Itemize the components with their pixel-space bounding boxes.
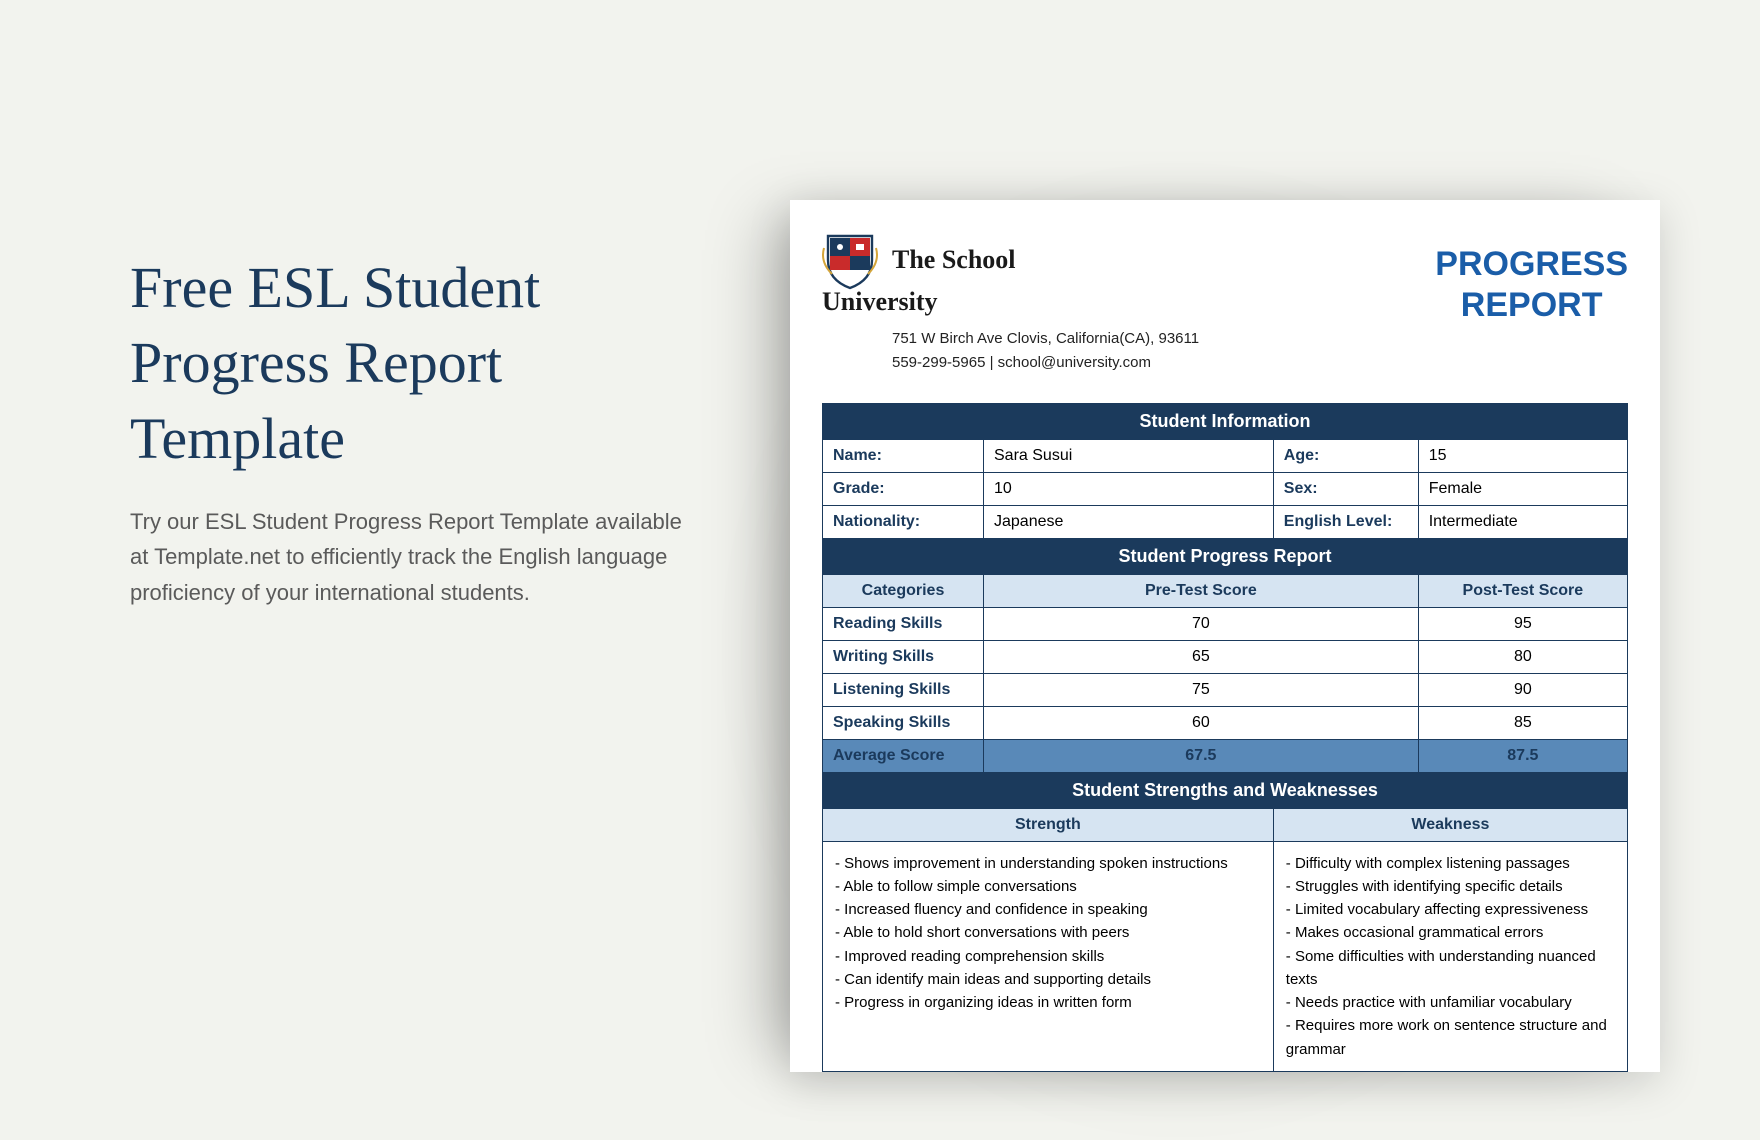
report-title: PROGRESS REPORT [1435,230,1628,326]
post-average: 87.5 [1418,739,1627,772]
english-level-label: English Level: [1273,505,1418,538]
section-strengths-weaknesses: Student Strengths and Weaknesses [823,772,1628,808]
nationality-label: Nationality: [823,505,984,538]
school-address: 751 W Birch Ave Clovis, California(CA), … [892,327,1199,351]
post-reading: 95 [1418,607,1627,640]
cat-average: Average Score [823,739,984,772]
table-row: Strength Weakness [823,808,1628,841]
page-title: Free ESL Student Progress Report Templat… [130,250,690,476]
col-categories: Categories [823,574,984,607]
pre-speaking: 60 [984,706,1419,739]
col-pre-test: Pre-Test Score [984,574,1419,607]
section-student-info: Student Information [823,403,1628,439]
name-value: Sara Susui [984,439,1274,472]
grade-label: Grade: [823,472,984,505]
page-description: Try our ESL Student Progress Report Temp… [130,504,690,610]
school-name-line1: The School [892,245,1016,274]
table-row: Writing Skills 65 80 [823,640,1628,673]
school-name-line2: University [822,288,1199,317]
school-address-block: 751 W Birch Ave Clovis, California(CA), … [892,327,1199,375]
cat-listening: Listening Skills [823,673,984,706]
cat-reading: Reading Skills [823,607,984,640]
table-row: Name: Sara Susui Age: 15 [823,439,1628,472]
report-title-line2: REPORT [1435,285,1628,326]
table-row: Grade: 10 Sex: Female [823,472,1628,505]
school-name: The School [892,246,1016,275]
table-row: Categories Pre-Test Score Post-Test Scor… [823,574,1628,607]
table-row: Listening Skills 75 90 [823,673,1628,706]
document-header: The School University 751 W Birch Ave Cl… [822,230,1628,375]
section-progress: Student Progress Report [823,538,1628,574]
pre-average: 67.5 [984,739,1419,772]
school-block: The School University 751 W Birch Ave Cl… [822,230,1199,375]
pre-writing: 65 [984,640,1419,673]
cat-writing: Writing Skills [823,640,984,673]
table-row: Reading Skills 70 95 [823,607,1628,640]
table-row: Nationality: Japanese English Level: Int… [823,505,1628,538]
post-writing: 80 [1418,640,1627,673]
school-crest-icon [822,230,878,290]
post-listening: 90 [1418,673,1627,706]
col-post-test: Post-Test Score [1418,574,1627,607]
sex-value: Female [1418,472,1627,505]
report-table: Student Information Name: Sara Susui Age… [822,403,1628,1072]
document-preview: The School University 751 W Birch Ave Cl… [790,200,1660,1072]
table-row-average: Average Score 67.5 87.5 [823,739,1628,772]
pre-listening: 75 [984,673,1419,706]
left-panel: Free ESL Student Progress Report Templat… [130,250,690,610]
report-title-line1: PROGRESS [1435,244,1628,285]
col-weakness: Weakness [1273,808,1627,841]
age-label: Age: [1273,439,1418,472]
pre-reading: 70 [984,607,1419,640]
table-row: - Shows improvement in understanding spo… [823,841,1628,1071]
age-value: 15 [1418,439,1627,472]
weaknesses-cell: - Difficulty with complex listening pass… [1273,841,1627,1071]
table-row: Speaking Skills 60 85 [823,706,1628,739]
name-label: Name: [823,439,984,472]
strengths-cell: - Shows improvement in understanding spo… [823,841,1274,1071]
grade-value: 10 [984,472,1274,505]
nationality-value: Japanese [984,505,1274,538]
school-contact: 559-299-5965 | school@university.com [892,351,1199,375]
cat-speaking: Speaking Skills [823,706,984,739]
post-speaking: 85 [1418,706,1627,739]
col-strength: Strength [823,808,1274,841]
english-level-value: Intermediate [1418,505,1627,538]
sex-label: Sex: [1273,472,1418,505]
